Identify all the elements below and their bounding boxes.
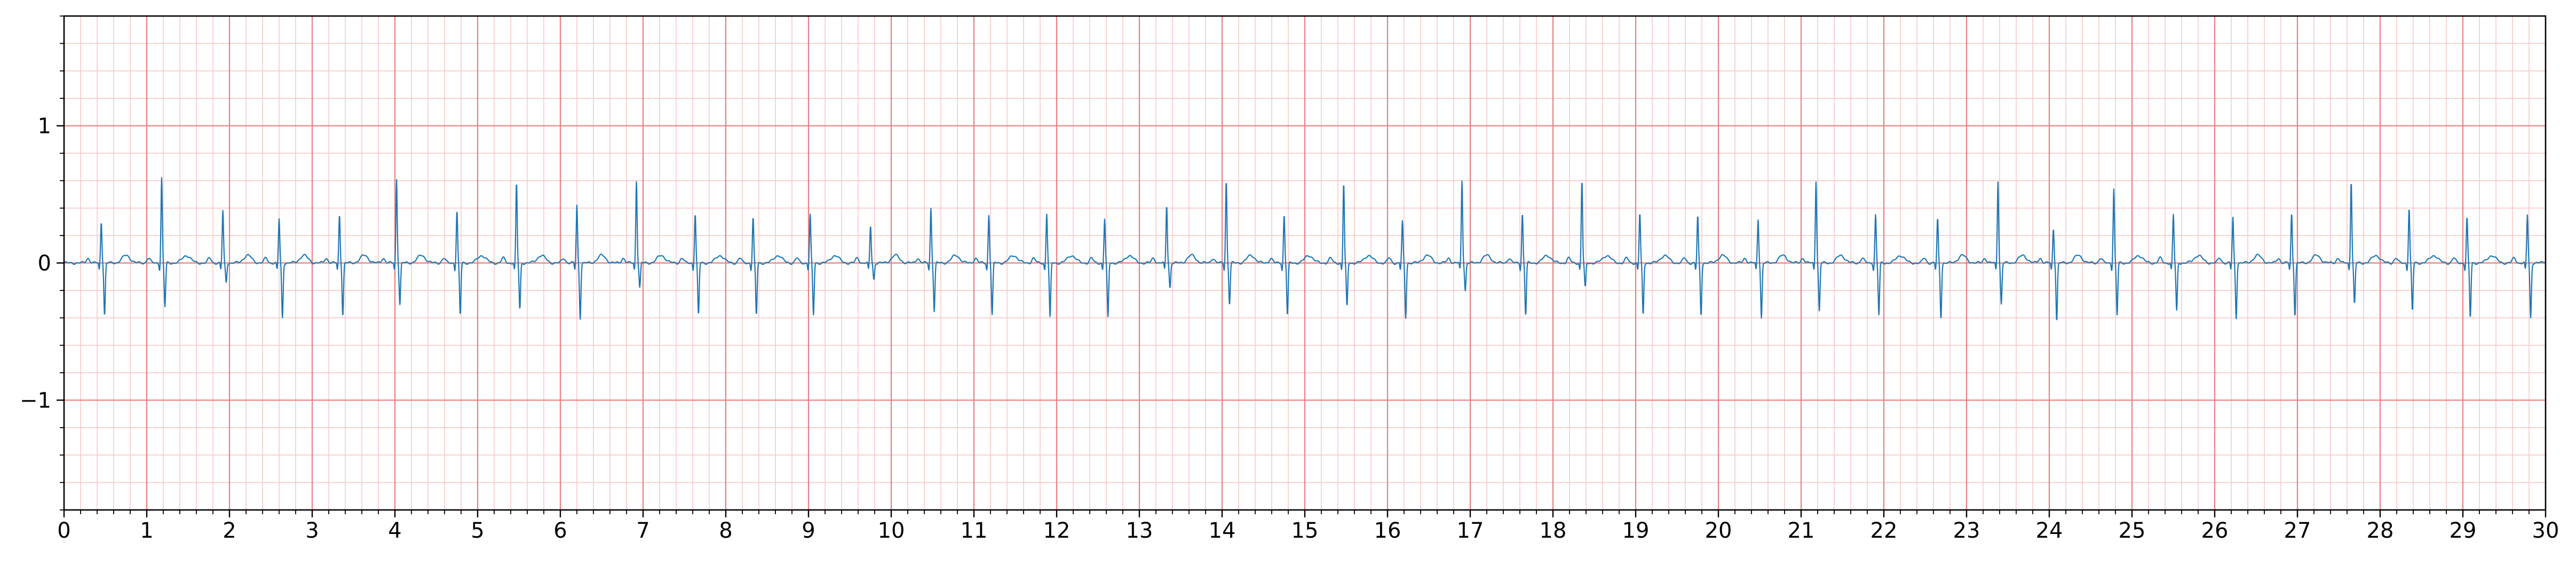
y-tick-label: −1 [20,388,51,413]
x-tick-label: 21 [1788,518,1815,543]
x-tick-label: 26 [2201,518,2229,543]
x-tick-label: 17 [1457,518,1484,543]
x-tick-label: 29 [2450,518,2477,543]
x-tick-label: 3 [305,518,319,543]
x-tick-label: 22 [1870,518,1898,543]
x-tick-label: 1 [140,518,153,543]
y-axis-ticks: −1 0 1 [20,16,64,510]
x-tick-label: 11 [961,518,988,543]
x-tick-label: 19 [1622,518,1650,543]
x-tick-label: 4 [388,518,401,543]
x-tick-label: 18 [1540,518,1567,543]
y-tick-label: 1 [38,114,51,139]
x-tick-label: 8 [719,518,732,543]
x-tick-label: 23 [1953,518,1980,543]
x-tick-label: 12 [1043,518,1071,543]
x-tick-label: 27 [2284,518,2311,543]
x-tick-label: 0 [57,518,70,543]
x-tick-label: 30 [2532,518,2559,543]
x-tick-label: 10 [878,518,905,543]
x-tick-label: 7 [636,518,649,543]
x-tick-label: 2 [223,518,236,543]
x-tick-label: 28 [2367,518,2394,543]
x-tick-label: 15 [1291,518,1319,543]
x-tick-label: 13 [1126,518,1153,543]
x-tick-label: 20 [1705,518,1732,543]
x-tick-label: 9 [802,518,815,543]
x-tick-label: 16 [1374,518,1401,543]
x-tick-label: 25 [2119,518,2146,543]
y-tick-label: 0 [38,251,51,276]
x-tick-label: 24 [2036,518,2063,543]
x-tick-label: 6 [553,518,567,543]
x-tick-label: 14 [1209,518,1236,543]
x-tick-label: 5 [471,518,484,543]
